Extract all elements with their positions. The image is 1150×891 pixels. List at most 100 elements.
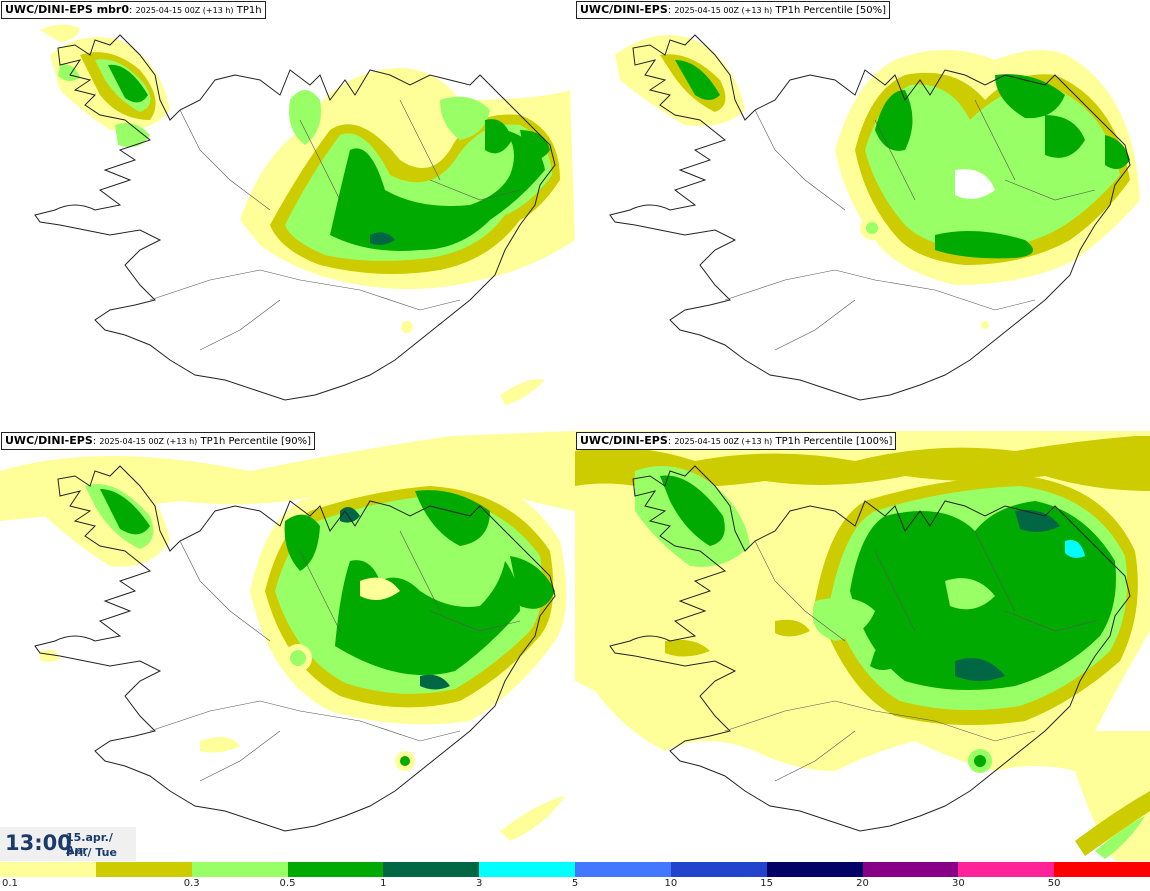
valid-time: 13:00 bbox=[5, 831, 72, 855]
map-panel-p50: UWC/DINI-EPS: 2025-04-15 00Z (+13 h) TP1… bbox=[575, 0, 1150, 430]
road-network bbox=[149, 99, 521, 351]
precip-area bbox=[812, 597, 875, 641]
colorbar-segment bbox=[766, 862, 863, 877]
coastline bbox=[34, 34, 556, 401]
panel-field: TP1h bbox=[236, 5, 262, 16]
precip-area bbox=[290, 650, 306, 666]
colorbar-segment bbox=[862, 862, 959, 877]
panel-model: UWC/DINI-EPS bbox=[580, 434, 668, 447]
precip-area bbox=[1075, 791, 1150, 856]
precip-area bbox=[200, 737, 240, 753]
precip-area bbox=[284, 514, 320, 571]
panel-title: UWC/DINI-EPS: 2025-04-15 00Z (+13 h) TP1… bbox=[576, 1, 891, 19]
panel-field: TP1h Percentile [50%] bbox=[775, 5, 887, 16]
precip-area bbox=[330, 130, 545, 251]
precip-area bbox=[660, 475, 725, 546]
panel-model: UWC/DINI-EPS bbox=[5, 434, 93, 447]
colorbar-segment bbox=[670, 862, 768, 877]
precip-area bbox=[100, 489, 150, 535]
colorbar-label: 10 bbox=[664, 878, 678, 889]
colorbar-label: 0.5 bbox=[279, 878, 296, 889]
precip-area bbox=[665, 639, 710, 657]
colorbar-segment bbox=[1054, 862, 1150, 877]
panel-title: UWC/DINI-EPS: 2025-04-15 00Z (+13 h) TP1… bbox=[1, 432, 316, 450]
precip-area bbox=[1065, 540, 1085, 558]
precip-area bbox=[1045, 115, 1085, 158]
valid-date: 15.apr./ Apr bbox=[66, 831, 113, 857]
precip-area bbox=[995, 74, 1065, 119]
precip-area bbox=[775, 619, 810, 637]
panel-model: UWC/DINI-EPS mbr0 bbox=[5, 3, 129, 16]
precip-area bbox=[485, 119, 512, 154]
panel-run: 2025-04-15 00Z (+13 h) bbox=[99, 437, 198, 446]
precip-area bbox=[500, 796, 565, 841]
precip-area bbox=[675, 60, 720, 100]
coastline bbox=[609, 34, 1131, 401]
map-panel-p90: UWC/DINI-EPS: 2025-04-15 00Z (+13 h) TP1… bbox=[0, 431, 575, 861]
colorbar-segment bbox=[958, 862, 1055, 877]
precip-area bbox=[400, 756, 410, 766]
precip-area bbox=[115, 122, 150, 148]
valid-time-box: 13:00 15.apr./ Apr Þri./ Tue bbox=[0, 827, 136, 861]
panel-run: 2025-04-15 00Z (+13 h) bbox=[674, 6, 773, 15]
road-network bbox=[149, 530, 521, 782]
panel-field: TP1h Percentile [100%] bbox=[775, 436, 893, 447]
precip-map bbox=[0, 431, 575, 841]
precip-map bbox=[609, 34, 1140, 401]
colorbar-label: 30 bbox=[951, 878, 965, 889]
precip-gap bbox=[360, 577, 400, 600]
colorbar-label: 20 bbox=[856, 878, 869, 889]
precip-map bbox=[575, 431, 1150, 861]
colorbar-legend: 0.1 0.3 0.5 1 3 5 10 15 20 30 50 bbox=[0, 862, 1150, 891]
precip-area bbox=[866, 222, 878, 234]
map-panel-member0: UWC/DINI-EPS mbr0: 2025-04-15 00Z (+13 h… bbox=[0, 0, 575, 430]
precip-area bbox=[500, 379, 545, 405]
panel-run: 2025-04-15 00Z (+13 h) bbox=[674, 437, 773, 446]
colorbar-segment bbox=[191, 862, 288, 877]
precip-area bbox=[40, 24, 80, 42]
precip-area bbox=[981, 321, 989, 329]
colorbar-segment bbox=[383, 862, 480, 877]
colorbar-label: 15 bbox=[760, 878, 774, 889]
precip-map bbox=[34, 24, 575, 405]
road-network bbox=[724, 530, 1096, 782]
precip-area bbox=[1095, 816, 1145, 859]
valid-weekday: Þri./ Tue bbox=[66, 846, 117, 859]
colorbar-segment bbox=[95, 862, 193, 877]
map-panel-p100: UWC/DINI-EPS: 2025-04-15 00Z (+13 h) TP1… bbox=[575, 431, 1150, 861]
colorbar-label: 5 bbox=[571, 878, 579, 889]
precip-area bbox=[510, 556, 555, 609]
colorbar-label: 1 bbox=[380, 878, 387, 889]
precip-area bbox=[974, 755, 986, 767]
colorbar-segment bbox=[287, 862, 384, 877]
precip-area bbox=[440, 96, 490, 140]
colorbar-label: 50 bbox=[1047, 878, 1061, 889]
panel-model: UWC/DINI-EPS bbox=[580, 3, 668, 16]
precip-area bbox=[415, 490, 490, 546]
precip-layer bbox=[615, 35, 1140, 329]
precip-area bbox=[1105, 135, 1130, 169]
panel-title: UWC/DINI-EPS: 2025-04-15 00Z (+13 h) TP1… bbox=[576, 432, 897, 450]
coastline bbox=[34, 465, 556, 832]
precip-layer bbox=[575, 431, 1150, 861]
precip-area bbox=[289, 90, 321, 145]
road-network bbox=[724, 99, 1096, 351]
panel-field: TP1h Percentile [90%] bbox=[200, 436, 312, 447]
precip-area bbox=[875, 90, 913, 151]
precip-layer bbox=[40, 24, 575, 405]
precip-area bbox=[420, 674, 450, 690]
precip-area bbox=[370, 232, 395, 245]
coastline bbox=[609, 465, 1131, 832]
colorbar-segment bbox=[0, 862, 97, 877]
colorbar-label: 0.1 bbox=[2, 878, 18, 889]
precip-area bbox=[108, 64, 148, 103]
precip-gap bbox=[945, 578, 995, 610]
precip-area bbox=[870, 647, 905, 670]
colorbar-label: 0.3 bbox=[183, 878, 200, 889]
precip-area bbox=[40, 649, 60, 662]
precip-area bbox=[955, 658, 1005, 681]
precip-area bbox=[935, 231, 1033, 259]
colorbar-segment bbox=[479, 862, 576, 877]
precip-gap bbox=[955, 169, 995, 199]
colorbar-label: 3 bbox=[475, 878, 483, 889]
